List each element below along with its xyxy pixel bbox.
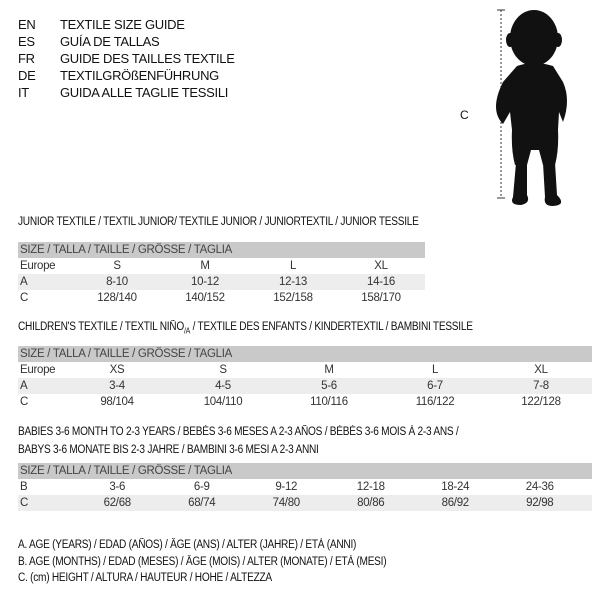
table-header: SIZE / TALLA / TAILLE / GRÖSSE / TAGLIA <box>18 242 425 258</box>
language-title: GUÍA DE TALLAS <box>60 34 160 49</box>
dimension-label: C <box>460 108 469 122</box>
table-cell: 18-24 <box>441 481 470 493</box>
language-line: FR GUIDE DES TAILLES TEXTILE <box>18 50 438 67</box>
table-cell: 116/122 <box>415 396 455 408</box>
language-line: DE TEXTILGRÖßENFÜHRUNG <box>18 67 438 84</box>
legend-c: C. (cm) HEIGHT / ALTURA / HAUTEUR / HÖHE… <box>18 572 272 584</box>
table-cell: 14-16 <box>367 276 395 288</box>
table-cell: 110/116 <box>310 396 348 408</box>
table-row: A 3-4 4-5 5-6 6-7 7-8 <box>18 378 592 394</box>
row-label: C <box>20 292 29 304</box>
child-silhouette-icon <box>496 9 567 206</box>
table-cell: 8-10 <box>106 276 128 288</box>
language-code: EN <box>18 17 36 32</box>
children-size-table: SIZE / TALLA / TAILLE / GRÖSSE / TAGLIA E… <box>18 346 592 410</box>
table-row: A 8-10 10-12 12-13 14-16 <box>18 274 425 290</box>
table-cell: S <box>219 364 227 376</box>
legend-a: A. AGE (YEARS) / EDAD (AÑOS) / ÂGE (ANS)… <box>18 539 357 551</box>
table-cell: 86/92 <box>441 497 470 509</box>
table-cell: XS <box>109 364 125 376</box>
table-row: C 62/68 68/74 74/80 80/86 86/92 92/98 <box>18 495 592 511</box>
babies-size-table: SIZE / TALLA / TAILLE / GRÖSSE / TAGLIA B… <box>18 463 592 511</box>
children-title: CHILDREN'S TEXTILE / TEXTIL NIÑO/A / TEX… <box>18 320 473 336</box>
table-row: C 128/140 140/152 152/158 158/170 <box>18 290 425 306</box>
table-cell: 12-13 <box>279 276 307 288</box>
babies-title-line1: BABIES 3-6 MONTH TO 2-3 YEARS / BEBÉS 3-… <box>18 426 459 438</box>
table-cell: 6-9 <box>193 481 210 493</box>
table-row: Europe S M L XL <box>18 258 425 274</box>
table-cell: 3-6 <box>109 481 126 493</box>
table-cell: 4-5 <box>215 380 231 392</box>
table-cell: L <box>431 364 439 376</box>
row-label: A <box>20 380 28 392</box>
language-code: DE <box>18 68 36 83</box>
table-cell: 12-18 <box>356 481 385 493</box>
table-cell: XL <box>534 364 548 376</box>
table-cell: 80/86 <box>357 497 385 509</box>
junior-title: JUNIOR TEXTILE / TEXTIL JUNIOR/ TEXTILE … <box>18 216 419 228</box>
table-cell: 62/68 <box>103 497 132 509</box>
junior-size-table: SIZE / TALLA / TAILLE / GRÖSSE / TAGLIA E… <box>18 242 425 306</box>
table-header: SIZE / TALLA / TAILLE / GRÖSSE / TAGLIA <box>18 463 592 479</box>
language-title: GUIDA ALLE TAGLIE TESSILI <box>60 85 229 100</box>
table-cell: S <box>113 260 121 272</box>
babies-title-line2: BABYS 3-6 MONATE BIS 2-3 JAHRE / BAMBINI… <box>18 444 319 456</box>
table-cell: 9-12 <box>275 481 298 493</box>
table-cell: 5-6 <box>321 380 337 392</box>
children-title-main: CHILDREN'S TEXTILE / TEXTIL NIÑO <box>18 321 184 333</box>
table-cell: 152/158 <box>273 292 313 304</box>
language-title: GUIDE DES TAILLES TEXTILE <box>60 51 235 66</box>
table-row: B 3-6 6-9 9-12 12-18 18-24 24-36 <box>18 479 592 495</box>
table-cell: XL <box>374 260 388 272</box>
table-cell: 10-12 <box>191 276 219 288</box>
row-label: B <box>20 481 28 493</box>
language-code: IT <box>18 85 29 100</box>
table-cell: 92/98 <box>526 497 554 509</box>
table-cell: 158/170 <box>361 292 401 304</box>
language-titles: EN TEXTILE SIZE GUIDE ES GUÍA DE TALLAS FR GU… <box>18 16 438 101</box>
language-line: IT GUIDA ALLE TAGLIE TESSILI <box>18 84 438 101</box>
language-title: TEXTILGRÖßENFÜHRUNG <box>60 68 219 83</box>
legend-b: B. AGE (MONTHS) / EDAD (MESES) / ÂGE (MO… <box>18 556 387 568</box>
children-title-rest: / TEXTILE DES ENFANTS / KINDERTEXTIL / B… <box>190 321 473 333</box>
table-cell: L <box>289 260 297 272</box>
table-cell: 128/140 <box>97 292 137 304</box>
row-label: A <box>20 276 28 288</box>
table-cell: 6-7 <box>427 380 443 392</box>
row-label: Europe <box>20 364 56 376</box>
table-row: C 98/104 104/110 110/116 116/122 122/128 <box>18 394 592 410</box>
table-cell: 104/110 <box>203 396 243 408</box>
language-code: ES <box>18 34 35 49</box>
language-line: EN TEXTILE SIZE GUIDE <box>18 16 438 33</box>
table-cell: 7-8 <box>533 380 549 392</box>
language-code: FR <box>18 51 35 66</box>
table-cell: M <box>324 364 334 376</box>
table-cell: 68/74 <box>188 497 216 509</box>
language-line: ES GUÍA DE TALLAS <box>18 33 438 50</box>
table-cell: 3-4 <box>109 380 125 392</box>
children-title-sub: /A <box>183 326 191 336</box>
table-cell: 98/104 <box>100 396 134 408</box>
table-cell: M <box>200 260 210 272</box>
table-cell: 122/128 <box>521 396 561 408</box>
row-label: Europe <box>20 260 56 272</box>
table-header: SIZE / TALLA / TAILLE / GRÖSSE / TAGLIA <box>18 346 592 362</box>
table-cell: 140/152 <box>185 292 225 304</box>
row-label: C <box>20 497 29 509</box>
language-title: TEXTILE SIZE GUIDE <box>60 17 185 32</box>
table-row: Europe XS S M L XL <box>18 362 592 378</box>
row-label: C <box>20 396 29 408</box>
table-cell: 24-36 <box>525 481 554 493</box>
table-cell: 74/80 <box>272 497 301 509</box>
